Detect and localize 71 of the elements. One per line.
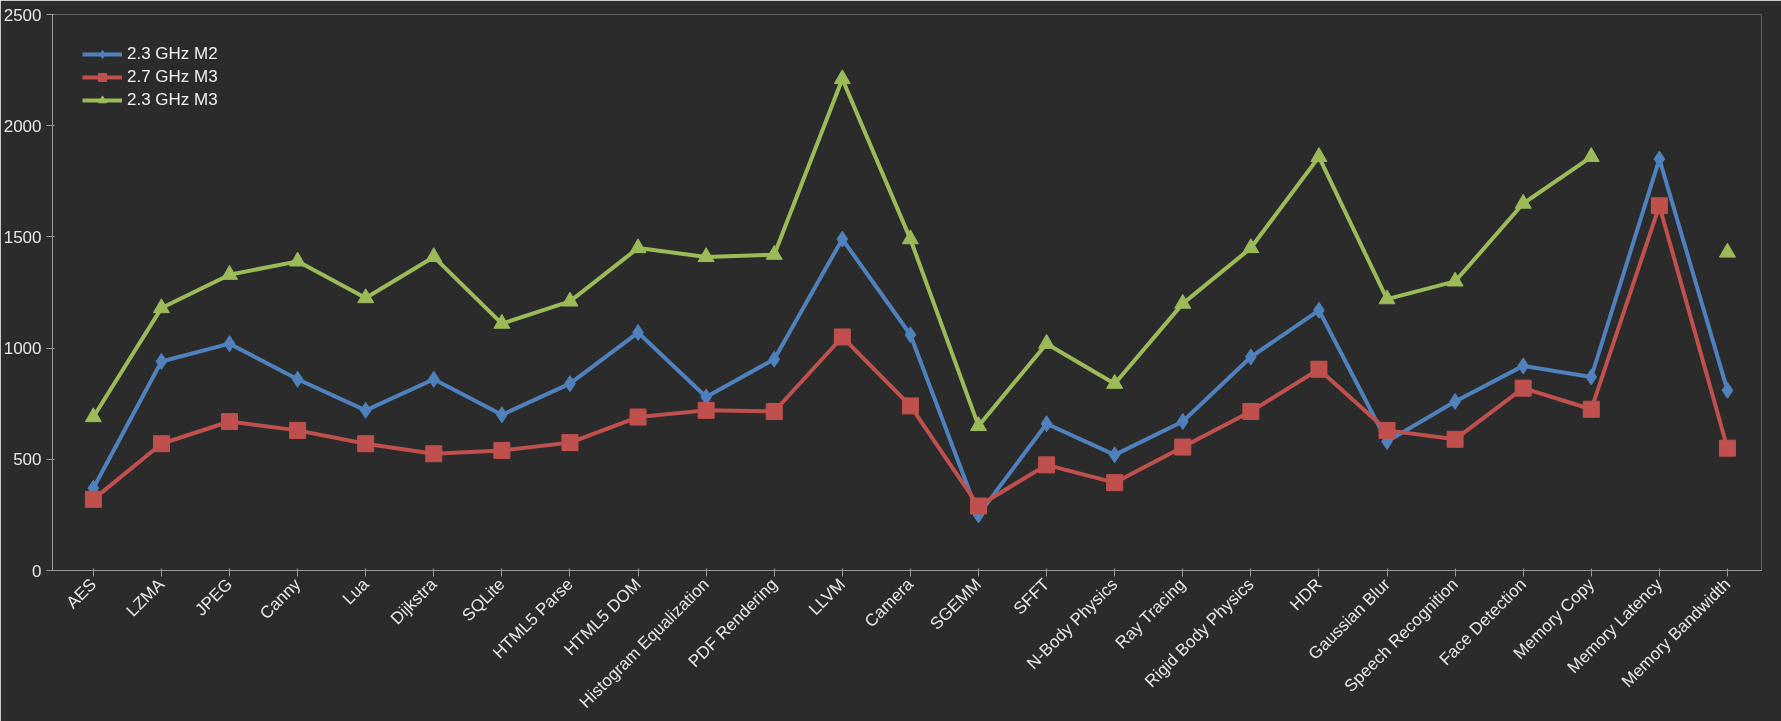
point: [629, 238, 647, 254]
point: [1718, 242, 1736, 258]
point: [1038, 333, 1056, 349]
point: [291, 370, 304, 388]
point: [1106, 474, 1124, 492]
point: [1038, 456, 1056, 474]
point: [425, 247, 443, 263]
point: [1378, 289, 1396, 305]
point: [1585, 368, 1598, 386]
point: [1718, 439, 1736, 457]
point: [1176, 412, 1189, 430]
y-tick-label: 1500: [3, 227, 42, 247]
point: [768, 350, 781, 368]
point: [833, 69, 851, 85]
point: [357, 435, 375, 453]
point: [221, 264, 239, 280]
point: [1174, 438, 1192, 456]
point: [84, 407, 102, 423]
x-tick-label: Lua: [338, 574, 373, 609]
point: [1446, 430, 1464, 448]
point: [1242, 402, 1260, 420]
point: [493, 313, 511, 329]
point: [765, 244, 783, 260]
point: [1108, 446, 1121, 464]
legend-label: 2.7 GHz M3: [127, 67, 218, 87]
point: [629, 408, 647, 426]
point: [1514, 379, 1532, 397]
point: [969, 416, 987, 432]
point: [493, 441, 511, 459]
y-tick-label: 2500: [3, 5, 42, 25]
point: [561, 434, 579, 452]
point: [1310, 360, 1328, 378]
y-tick-label: 2000: [3, 116, 42, 136]
point: [155, 352, 168, 370]
point: [84, 490, 102, 508]
point: [1242, 238, 1260, 254]
point: [765, 402, 783, 420]
point: [1446, 271, 1464, 287]
point: [969, 497, 987, 515]
point: [223, 335, 236, 353]
point: [289, 251, 307, 267]
point: [1517, 357, 1530, 375]
point: [427, 370, 440, 388]
point: [359, 401, 372, 419]
legend-label: 2.3 GHz M2: [127, 44, 218, 64]
point: [1040, 415, 1053, 433]
point: [697, 247, 715, 263]
y-tick-label: 0: [32, 561, 42, 581]
point: [833, 328, 851, 346]
point: [289, 421, 307, 439]
legend-label: 2.3 GHz M3: [127, 90, 218, 110]
point: [901, 229, 919, 245]
point: [561, 291, 579, 307]
point: [1310, 147, 1328, 162]
point: [697, 401, 715, 419]
point: [904, 326, 917, 344]
point: [1514, 193, 1532, 209]
point: [1174, 293, 1192, 309]
y-tick-label: 1000: [3, 339, 42, 359]
point: [836, 230, 849, 248]
y-tick-label: 500: [13, 450, 42, 470]
point: [152, 298, 170, 314]
point: [1582, 400, 1600, 418]
point: [425, 445, 443, 463]
point: [1582, 147, 1600, 162]
point: [1378, 421, 1396, 439]
point: [357, 288, 375, 304]
point: [1721, 381, 1734, 399]
point: [221, 412, 239, 430]
point: [901, 397, 919, 415]
point: [152, 435, 170, 453]
